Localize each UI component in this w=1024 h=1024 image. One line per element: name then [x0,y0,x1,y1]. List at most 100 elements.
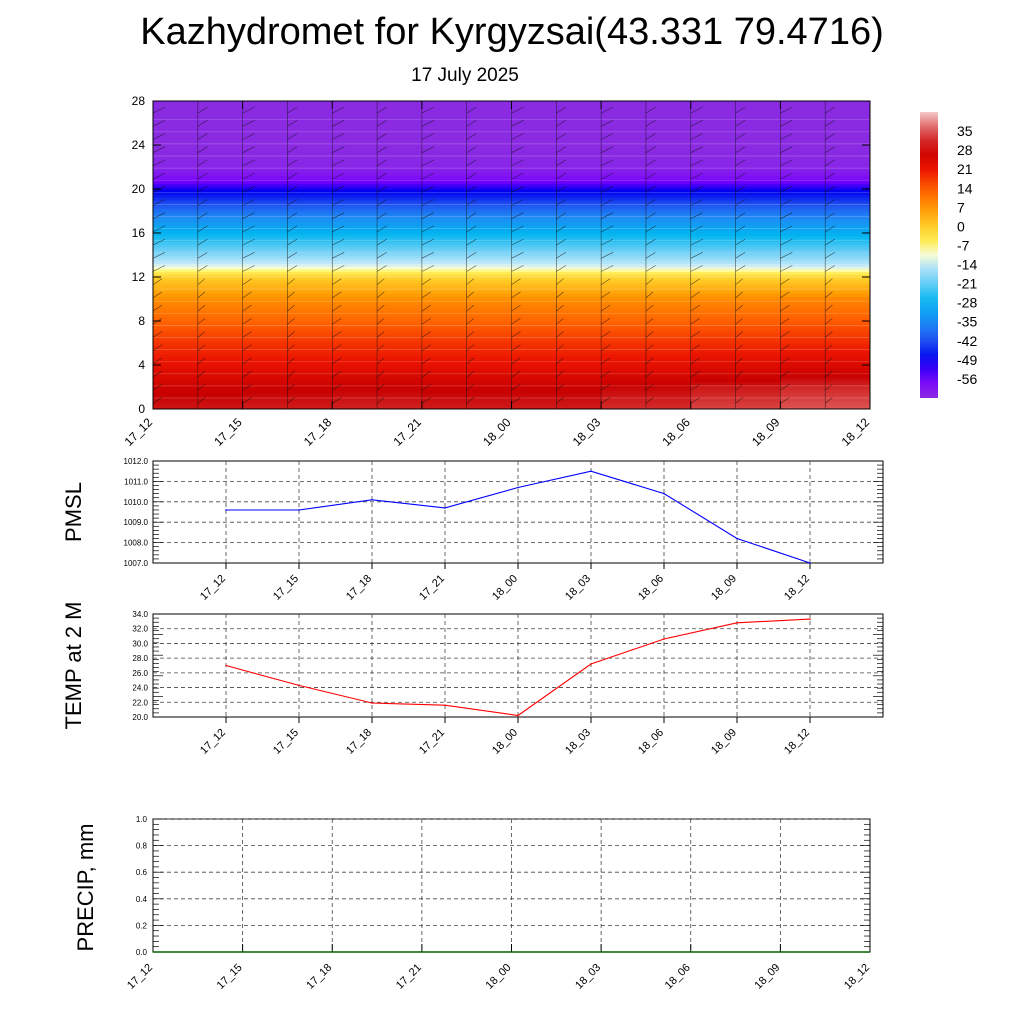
wind-barb [376,331,385,338]
wind-barb [869,231,870,232]
wind-barb [332,146,345,153]
y-tick-label: 0 [138,402,145,416]
x-tick-label: 18_06 [663,962,693,992]
wind-barb [421,304,432,312]
wind-barb [645,238,656,246]
wind-barb [869,178,870,180]
wind-barb [287,199,298,206]
wind-barb [824,304,833,312]
wind-barb [511,106,524,114]
wind-barb [287,212,298,219]
wind-barb [824,318,833,325]
wind-barb [780,252,793,259]
wind-barb [197,238,208,246]
wind-barb [287,252,298,259]
wind-barb [376,384,385,391]
cross-section-panel: 0 4 8 12 16 20 24 28 17_12 17_15 17_18 17_21 18_00 18… [122,94,873,449]
wind-barb [421,186,435,193]
wind-barb [600,344,611,351]
wind-barb [869,139,870,140]
wind-barb [511,331,521,338]
wind-barb [600,146,614,153]
wind-barb [780,397,790,404]
wind-barb [645,384,654,391]
wind-barb [825,146,835,153]
wind-barb [153,146,166,153]
y-tick-label: 8 [138,314,145,328]
wind-barb [869,310,870,312]
y-tick-label: 1007.0 [124,559,149,568]
wind-barb [376,291,385,299]
data-point [590,470,592,473]
wind-barb [869,165,870,166]
wind-barb [825,172,835,180]
y-tick-label: 24.0 [132,684,148,693]
wind-barb [735,318,743,325]
wind-barb [780,265,793,272]
wind-barb [197,252,208,259]
wind-barb [332,397,342,404]
wind-barb [824,331,833,338]
wind-barb [197,225,208,233]
wind-barb [376,252,387,259]
wind-barb [511,370,521,378]
wind-barb [153,384,163,391]
wind-barb [645,146,656,153]
wind-barb [466,384,475,391]
wind-barb [869,218,870,219]
data-point [809,562,811,564]
wind-barb [287,370,295,378]
colorbar-legend: 35 28 21 14 7 0 -7 -14 -21 -28 -35 -42 -49 -56 [920,112,977,398]
y-tick-label: 0.2 [136,921,148,930]
wind-barb [690,318,700,325]
data-point [663,492,665,495]
wind-barb [690,238,703,246]
y-tick-label: 24 [132,138,146,152]
wind-barb [690,199,703,206]
wind-barb [153,252,166,259]
wind-barb [153,199,166,206]
wind-barb [197,397,206,404]
wind-barb [824,357,833,365]
wind-barb [376,238,387,246]
wind-barb [242,199,255,206]
wind-barb [466,199,477,206]
wind-barb [197,357,206,365]
wind-barb [869,403,870,404]
wind-barb [511,397,521,404]
wind-barb [197,384,206,391]
wind-barb [556,318,564,325]
wind-barb [780,133,793,140]
wind-barb [780,291,790,299]
data-point [517,486,519,489]
wind-barb [869,271,870,272]
wind-barb [735,344,743,351]
wind-barb [511,199,524,206]
wind-barb [690,278,700,285]
wind-barb [153,357,163,365]
wind-barb [242,318,252,325]
wind-barb [645,133,656,140]
colorbar-label: -7 [957,237,970,253]
wind-barb [332,278,342,285]
data-point [225,509,227,511]
y-tick-label: 1010.0 [124,498,149,507]
wind-barb [869,152,870,153]
wind-barb [556,120,567,127]
wind-barb [197,133,208,140]
wind-barb [645,172,656,180]
wind-barb [421,199,435,206]
wind-barb [466,344,475,351]
colorbar-label: -49 [957,352,977,368]
wind-barb [824,384,833,391]
y-tick-label: 12 [132,270,146,284]
wind-barb [466,172,477,180]
wind-barb [600,318,611,325]
wind-barb [153,278,163,285]
wind-barb [645,252,656,259]
wind-barb [466,397,475,404]
wind-barb [466,318,475,325]
wind-barb [332,304,342,312]
wind-barb [466,291,475,299]
